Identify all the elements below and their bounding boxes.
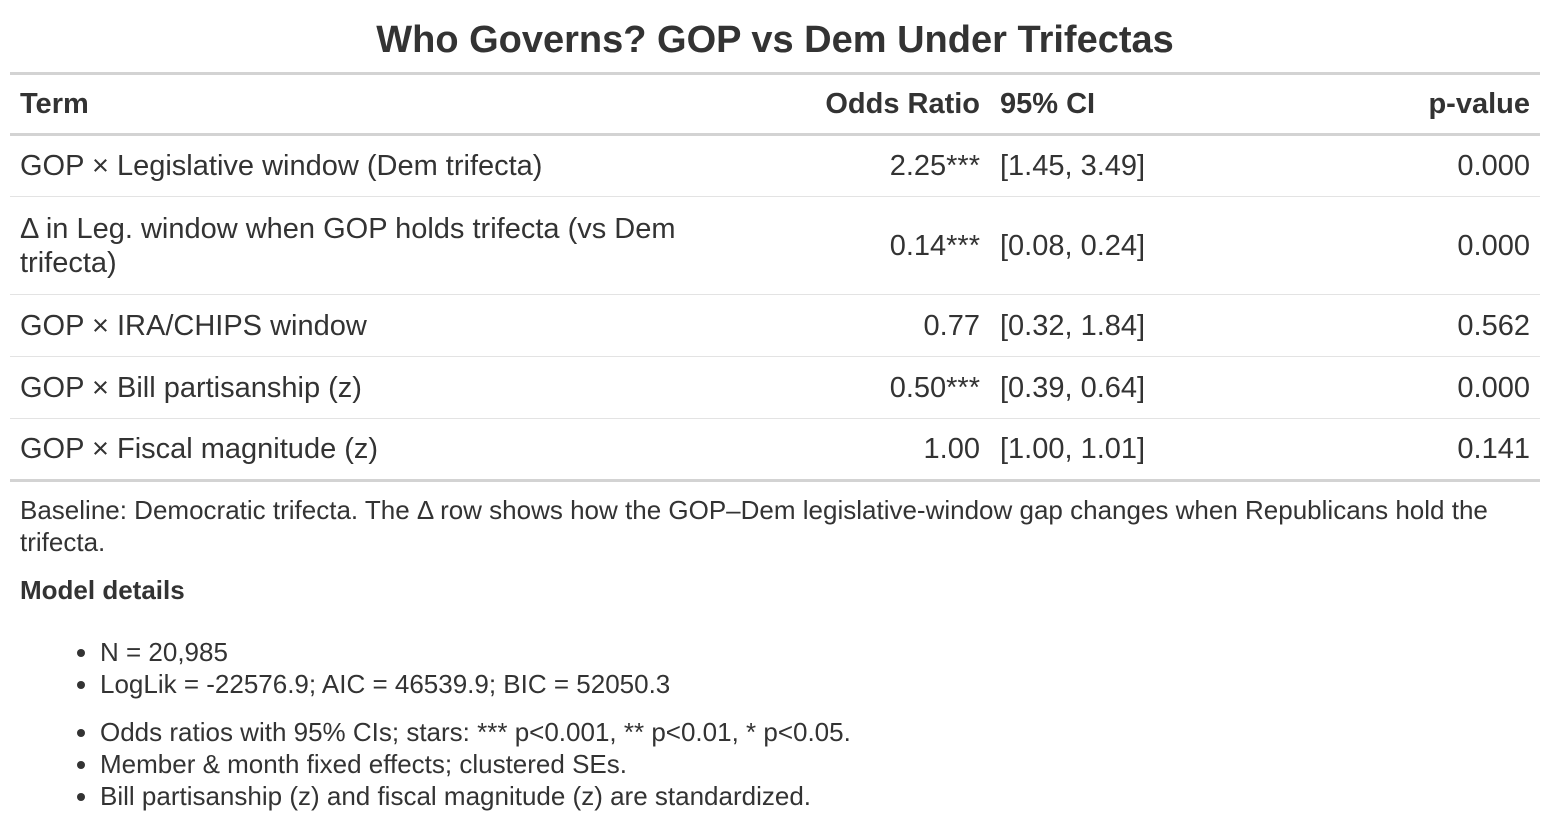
list-item: N = 20,985: [100, 636, 1520, 668]
row-term: GOP × Legislative window (Dem trifecta): [20, 150, 543, 182]
model-details-list: N = 20,985 LogLik = -22576.9; AIC = 4653…: [20, 636, 1520, 700]
row-p-value: 0.141: [1457, 433, 1530, 465]
row-p-value: 0.562: [1457, 309, 1530, 342]
regression-table: Term Odds Ratio 95% CI p-value GOP × Leg…: [10, 72, 1540, 482]
model-details-title: Model details: [20, 575, 185, 605]
list-item: Odds ratios with 95% CIs; stars: *** p<0…: [100, 716, 1520, 748]
list-item: Bill partisanship (z) and fiscal magnitu…: [100, 780, 1520, 812]
table-row: GOP × Bill partisanship (z) 0.50*** [0.3…: [10, 357, 1540, 419]
row-odds-ratio: 0.14***: [889, 229, 980, 262]
row-term: GOP × Bill partisanship (z): [20, 371, 362, 404]
table-body: GOP × Legislative window (Dem trifecta) …: [10, 135, 1540, 481]
row-odds-ratio: 0.77: [923, 309, 980, 342]
header-odds-ratio: Odds Ratio: [825, 87, 980, 120]
table-header: Term Odds Ratio 95% CI p-value: [10, 73, 1540, 135]
list-item: Member & month fixed effects; clustered …: [100, 748, 1520, 780]
table-title: Who Governs? GOP vs Dem Under Trifectas: [376, 19, 1174, 61]
table-footer: Baseline: Democratic trifecta. The Δ row…: [20, 494, 1520, 812]
row-odds-ratio: 0.50***: [889, 371, 980, 404]
table-row: Δ in Leg. window when GOP holds trifecta…: [10, 197, 1540, 295]
row-odds-ratio: 1.00: [923, 433, 980, 465]
row-p-value: 0.000: [1457, 229, 1530, 262]
header-term: Term: [20, 87, 89, 120]
header-ci: 95% CI: [1000, 87, 1096, 120]
header-row: Term Odds Ratio 95% CI p-value: [10, 73, 1540, 135]
row-ci: [0.39, 0.64]: [1000, 371, 1146, 404]
list-item: LogLik = -22576.9; AIC = 46539.9; BIC = …: [100, 668, 1520, 700]
row-ci: [1.45, 3.49]: [1000, 150, 1146, 182]
row-term: Δ in Leg. window when GOP holds trifecta…: [20, 212, 676, 279]
row-p-value: 0.000: [1457, 150, 1530, 182]
baseline-note: Baseline: Democratic trifecta. The Δ row…: [20, 495, 1488, 557]
table-row: GOP × IRA/CHIPS window 0.77 [0.32, 1.84]…: [10, 295, 1540, 357]
header-p-value: p-value: [1428, 87, 1530, 120]
row-ci: [0.32, 1.84]: [1000, 309, 1146, 342]
table-row: GOP × Fiscal magnitude (z) 1.00 [1.00, 1…: [10, 419, 1540, 481]
model-notes-list: Odds ratios with 95% CIs; stars: *** p<0…: [20, 716, 1520, 812]
row-term: GOP × IRA/CHIPS window: [20, 309, 367, 342]
table-row: GOP × Legislative window (Dem trifecta) …: [10, 135, 1540, 197]
row-odds-ratio: 2.25***: [889, 150, 980, 182]
row-term: GOP × Fiscal magnitude (z): [20, 433, 379, 465]
row-p-value: 0.000: [1457, 371, 1530, 404]
row-ci: [0.08, 0.24]: [1000, 229, 1146, 262]
row-ci: [1.00, 1.01]: [1000, 433, 1146, 465]
